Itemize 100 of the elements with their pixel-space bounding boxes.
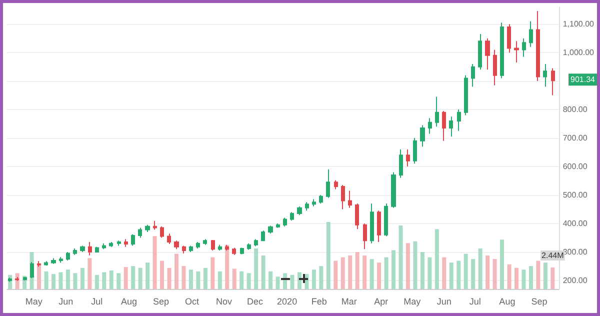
bar [406, 243, 410, 289]
candlestick [493, 49, 497, 86]
bar [319, 266, 324, 289]
candlestick [399, 148, 403, 178]
candlestick [370, 203, 374, 244]
candlestick [305, 202, 309, 212]
candlestick [334, 180, 338, 190]
bar [398, 226, 403, 289]
candlestick [529, 20, 533, 48]
candlestick [428, 118, 432, 134]
bar [362, 256, 367, 289]
bar [500, 240, 504, 289]
bar [138, 268, 142, 289]
candlestick [391, 172, 396, 208]
bar [486, 256, 490, 289]
bar [246, 273, 251, 289]
bar [160, 260, 164, 289]
x-tick-label: Sep [531, 296, 548, 306]
candlestick [457, 109, 461, 132]
bar [392, 250, 396, 289]
candlestick [37, 260, 41, 268]
candlestick [174, 240, 179, 250]
candlestick [66, 251, 70, 262]
candlestick [384, 203, 388, 237]
bar [449, 262, 454, 289]
x-tick-label: Jul [91, 296, 103, 306]
candlestick [478, 34, 482, 70]
bar [384, 257, 388, 289]
x-tick-label: Feb [311, 296, 327, 306]
candlestick [420, 124, 425, 148]
bar [377, 262, 382, 289]
bar [210, 257, 215, 289]
bar [420, 252, 424, 289]
candlestick [232, 247, 236, 256]
candlestick [312, 198, 316, 207]
candlestick [109, 242, 113, 248]
candlestick [211, 240, 215, 252]
candlestick [507, 24, 511, 54]
candlestick [261, 230, 265, 242]
bar [312, 270, 316, 289]
bar [58, 272, 63, 289]
candlestick [145, 224, 150, 233]
candlestick [319, 194, 323, 204]
candlestick [124, 238, 128, 248]
candlestick [543, 63, 547, 88]
candlestick [95, 246, 99, 254]
bar [225, 244, 230, 289]
candlestick [131, 234, 135, 246]
bar [240, 271, 244, 289]
x-tick-label: Aug [499, 296, 516, 306]
candlestick [290, 212, 294, 222]
bar [109, 270, 114, 289]
candlestick [442, 110, 446, 142]
candlestick [117, 240, 121, 246]
data-label: 2.44M [542, 250, 564, 260]
bar [355, 252, 360, 289]
candlestick [225, 244, 229, 252]
candlestick [551, 68, 555, 96]
bar [37, 264, 42, 289]
bar [174, 254, 178, 289]
bar [167, 268, 172, 289]
bar [340, 257, 345, 289]
x-tick-label: Nov [216, 296, 233, 306]
y-tick-label: 200.00 [562, 276, 588, 285]
candlestick [167, 232, 171, 244]
bar [348, 256, 352, 289]
bar [203, 268, 208, 289]
candlestick [182, 245, 186, 254]
candlestick [464, 74, 468, 116]
bar [88, 258, 92, 289]
x-tick-label: Aug [120, 296, 137, 306]
candlestick [363, 222, 367, 250]
candlestick [80, 245, 85, 252]
candlestick [160, 226, 164, 238]
candlestick [153, 220, 157, 230]
bar [528, 266, 533, 289]
bar [492, 259, 497, 289]
y-tick-label: 500.00 [562, 190, 588, 200]
candlestick [203, 238, 207, 246]
candlestick [341, 184, 345, 210]
candlestick [73, 248, 77, 256]
bar [290, 274, 294, 289]
bar [261, 256, 266, 289]
bar [326, 222, 330, 289]
candlestick [189, 245, 193, 252]
bar [131, 266, 136, 289]
bar [334, 260, 338, 289]
x-tick-label: May [25, 296, 43, 306]
candlestick [59, 256, 63, 264]
candlestick [406, 148, 410, 168]
bar [268, 271, 273, 289]
candlestick [283, 217, 287, 227]
bar [182, 266, 186, 289]
bar [370, 259, 374, 289]
bar [116, 273, 121, 289]
candlestick [138, 227, 142, 238]
y-tick-label: 400.00 [562, 218, 588, 228]
candlestick [218, 244, 222, 252]
candlestick [413, 138, 417, 164]
bar [152, 236, 157, 289]
